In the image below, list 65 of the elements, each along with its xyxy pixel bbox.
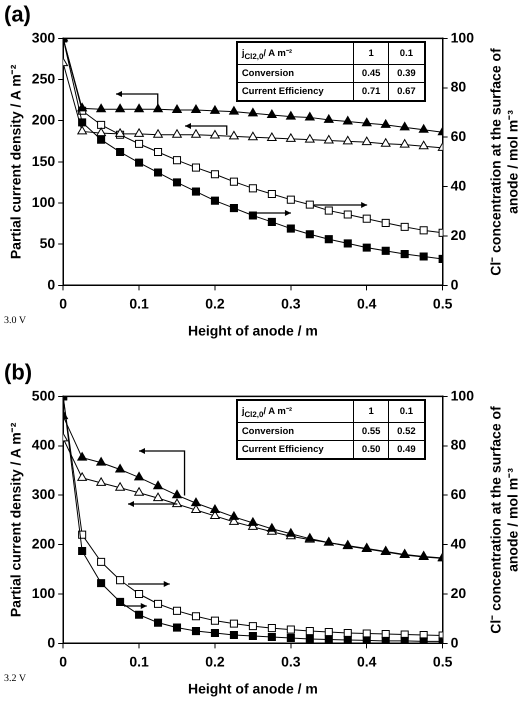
y-tick-label: 100 (32, 194, 56, 210)
text: 3.0 V (4, 315, 26, 326)
x-tick-label: 0.4 (357, 296, 377, 312)
chart-title: (b) (4, 359, 32, 384)
annotation: Conversion (236, 422, 354, 441)
y-tick-label: 150 (32, 152, 56, 169)
annotation: 1 (354, 42, 389, 65)
annotation: 0.49 (388, 440, 425, 460)
annotation: 0.67 (388, 82, 425, 102)
y2-tick-label: 0 (450, 276, 459, 292)
x-tick-label: 0.3 (281, 296, 301, 312)
y-tick-label: 0 (47, 634, 56, 650)
x-axis-title: Height of anode / m (188, 322, 318, 338)
y-tick-label: 200 (32, 112, 56, 128)
annotation: Current Efficiency (236, 82, 354, 102)
annotation: 1 (354, 400, 389, 423)
x-tick-label: 0.1 (129, 654, 149, 670)
y-tick-label: 50 (40, 235, 56, 252)
y2-axis-title: Cl⁻ concentration at the surface of anode / mol m⁻³ (488, 405, 522, 636)
y2-tick-label: 20 (450, 584, 466, 601)
annotation: j$_{Cl2,0}$/ A m⁻² (236, 42, 354, 65)
y2-tick-label: 80 (450, 436, 466, 453)
y-tick-label: 200 (32, 535, 56, 552)
x-tick-label: 0.2 (205, 296, 225, 312)
y-tick-label: 0 (47, 276, 56, 292)
y2-tick-label: 20 (450, 226, 466, 243)
annotation: 0.1 (388, 42, 425, 65)
y-tick-label: 250 (32, 70, 56, 86)
y-tick-label: 500 (32, 387, 56, 404)
y-axis-title: Partial current density / A m⁻² (7, 64, 24, 260)
y-tick-label: 300 (32, 29, 56, 46)
y2-tick-label: 60 (450, 486, 466, 502)
annotation: 0.39 (388, 64, 425, 83)
annotation: 0.71 (354, 82, 389, 102)
text: 3.2 V (4, 673, 26, 684)
annotation: 0.55 (354, 422, 389, 441)
x-tick-label: 0.4 (357, 654, 377, 670)
annotation: j$_{Cl2,0}$/ A m⁻² (236, 400, 354, 423)
y2-tick-label: 100 (450, 387, 474, 404)
x-tick-label: 0 (59, 296, 68, 312)
y-tick-label: 400 (32, 436, 56, 453)
x-tick-label: 0.5 (432, 296, 453, 312)
x-tick-label: 0.2 (205, 654, 225, 670)
annotation: 0.45 (354, 64, 389, 83)
y-tick-label: 300 (32, 486, 56, 502)
y2-tick-label: 60 (450, 128, 466, 144)
annotation: 0.52 (388, 422, 425, 441)
x-tick-label: 0.1 (129, 296, 149, 312)
x-tick-label: 0 (59, 654, 68, 670)
chart-title: (a) (4, 1, 31, 26)
annotation: 0.1 (388, 400, 425, 423)
y-tick-label: 100 (32, 584, 56, 601)
annotation: Conversion (236, 64, 354, 83)
annotation: Current Efficiency (236, 440, 354, 460)
y2-tick-label: 40 (450, 177, 466, 194)
annotation: 0.50 (354, 440, 389, 460)
x-axis-title: Height of anode / m (188, 680, 318, 696)
y2-tick-label: 0 (450, 634, 459, 650)
y2-tick-label: 40 (450, 535, 466, 552)
x-tick-label: 0.3 (281, 654, 301, 670)
y2-tick-label: 100 (450, 29, 474, 46)
y2-tick-label: 80 (450, 78, 466, 95)
y-axis-title: Partial current density / A m⁻² (7, 422, 24, 618)
x-tick-label: 0.5 (432, 654, 453, 670)
y2-axis-title: Cl⁻ concentration at the surface of anode / mol m⁻³ (488, 47, 522, 278)
